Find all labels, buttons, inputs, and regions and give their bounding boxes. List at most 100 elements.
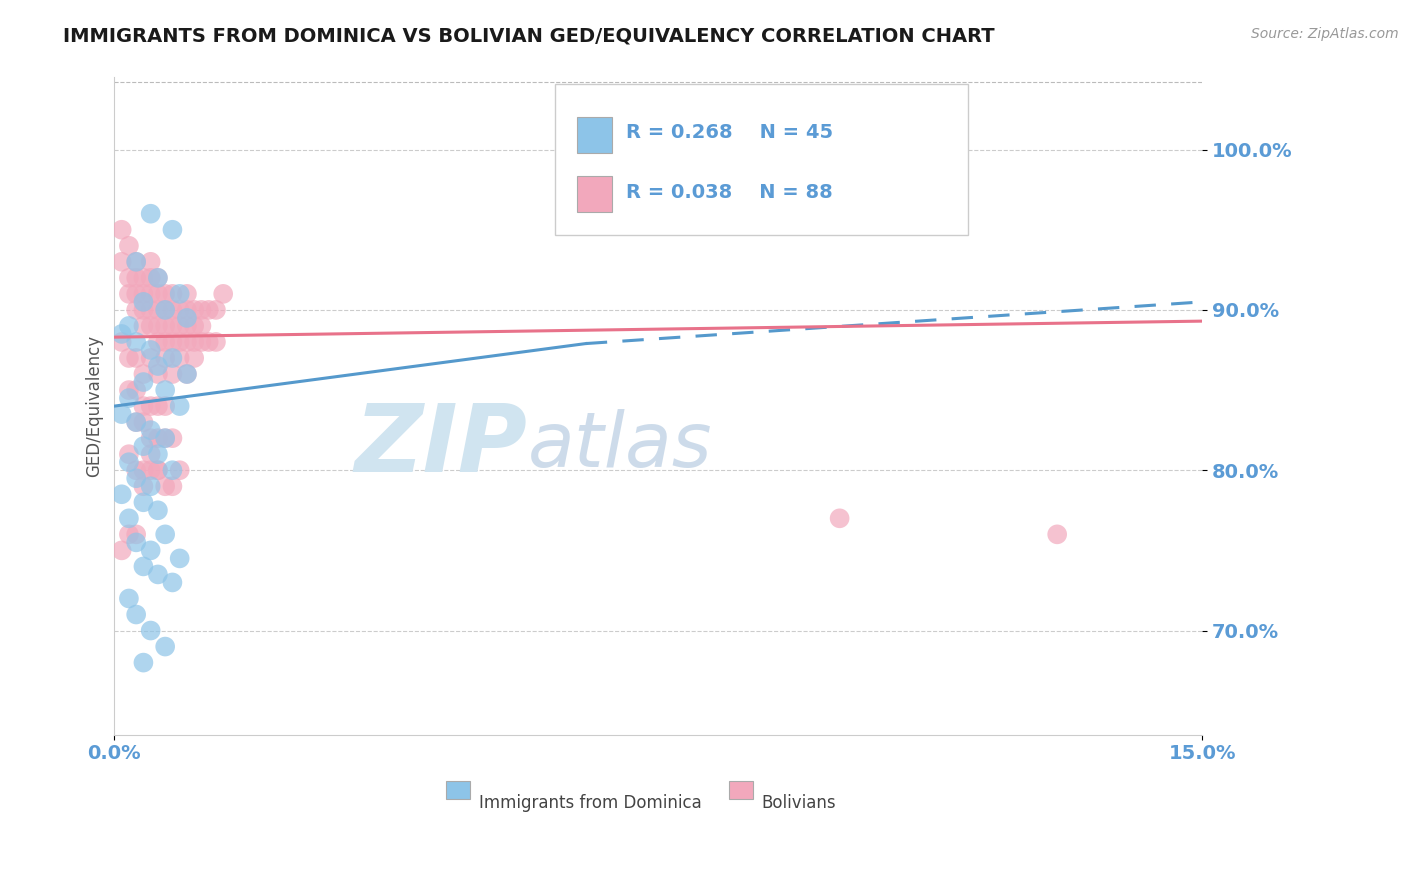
Point xyxy=(153,334,176,349)
Point xyxy=(118,318,141,333)
Point xyxy=(197,302,219,317)
Point xyxy=(153,286,176,301)
Point xyxy=(146,399,169,413)
Point xyxy=(132,270,155,285)
Point xyxy=(118,511,141,525)
Point xyxy=(125,535,148,549)
Point xyxy=(139,351,162,365)
Point xyxy=(111,487,134,501)
Text: IMMIGRANTS FROM DOMINICA VS BOLIVIAN GED/EQUIVALENCY CORRELATION CHART: IMMIGRANTS FROM DOMINICA VS BOLIVIAN GED… xyxy=(63,27,995,45)
Point xyxy=(132,375,155,389)
Point xyxy=(132,559,155,574)
Point xyxy=(169,302,191,317)
Point xyxy=(169,286,191,301)
Point xyxy=(190,302,212,317)
Point xyxy=(111,407,134,421)
Point xyxy=(125,607,148,622)
Point xyxy=(212,286,235,301)
Point xyxy=(176,302,198,317)
Point xyxy=(162,479,184,493)
Point xyxy=(153,527,176,541)
Point xyxy=(132,495,155,509)
Point xyxy=(146,359,169,373)
Point xyxy=(125,286,148,301)
Y-axis label: GED/Equivalency: GED/Equivalency xyxy=(86,335,103,477)
Point xyxy=(139,343,162,357)
Point xyxy=(125,270,148,285)
Point xyxy=(118,391,141,405)
Point xyxy=(139,318,162,333)
Point xyxy=(118,239,141,253)
Point xyxy=(153,383,176,397)
Point xyxy=(146,463,169,477)
Point xyxy=(162,286,184,301)
Point xyxy=(162,367,184,381)
Point xyxy=(169,399,191,413)
Point xyxy=(162,223,184,237)
Point xyxy=(132,302,155,317)
Point xyxy=(125,302,148,317)
Point xyxy=(162,351,184,365)
Point xyxy=(132,286,155,301)
Point xyxy=(1046,527,1069,541)
Point xyxy=(162,463,184,477)
Point xyxy=(162,334,184,349)
Point xyxy=(153,302,176,317)
Point xyxy=(125,351,148,365)
Point xyxy=(153,302,176,317)
Point xyxy=(153,431,176,445)
Point xyxy=(132,656,155,670)
Point xyxy=(139,543,162,558)
Point xyxy=(125,334,148,349)
Point xyxy=(125,471,148,485)
Text: atlas: atlas xyxy=(527,409,713,483)
Text: Bolivians: Bolivians xyxy=(762,794,837,812)
FancyBboxPatch shape xyxy=(555,84,969,235)
Point xyxy=(197,334,219,349)
Point xyxy=(146,431,169,445)
Point xyxy=(153,640,176,654)
Point xyxy=(153,318,176,333)
Point xyxy=(146,302,169,317)
Point xyxy=(153,351,176,365)
Point xyxy=(125,527,148,541)
Point xyxy=(111,223,134,237)
Point xyxy=(132,463,155,477)
Point xyxy=(169,463,191,477)
Point xyxy=(176,367,198,381)
Point xyxy=(125,463,148,477)
Point xyxy=(176,367,198,381)
Point xyxy=(162,302,184,317)
Point xyxy=(132,318,155,333)
Text: Immigrants from Dominica: Immigrants from Dominica xyxy=(479,794,702,812)
Point xyxy=(139,447,162,461)
Point xyxy=(162,575,184,590)
Point xyxy=(153,479,176,493)
Point xyxy=(169,551,191,566)
Point xyxy=(169,334,191,349)
Point xyxy=(139,431,162,445)
FancyBboxPatch shape xyxy=(576,176,612,212)
Point xyxy=(111,326,134,341)
Point xyxy=(125,415,148,429)
Point xyxy=(183,302,205,317)
Point xyxy=(139,255,162,269)
Point xyxy=(139,270,162,285)
Point xyxy=(118,383,141,397)
Point xyxy=(183,318,205,333)
Point xyxy=(176,318,198,333)
Point xyxy=(132,399,155,413)
Point xyxy=(118,270,141,285)
Point xyxy=(169,318,191,333)
Point xyxy=(118,527,141,541)
Point xyxy=(139,463,162,477)
Text: Source: ZipAtlas.com: Source: ZipAtlas.com xyxy=(1251,27,1399,41)
Point xyxy=(139,286,162,301)
Text: R = 0.038    N = 88: R = 0.038 N = 88 xyxy=(626,183,832,202)
Point xyxy=(132,439,155,453)
Point xyxy=(153,399,176,413)
Point xyxy=(146,286,169,301)
Point xyxy=(183,334,205,349)
Point xyxy=(162,431,184,445)
FancyBboxPatch shape xyxy=(730,780,754,799)
